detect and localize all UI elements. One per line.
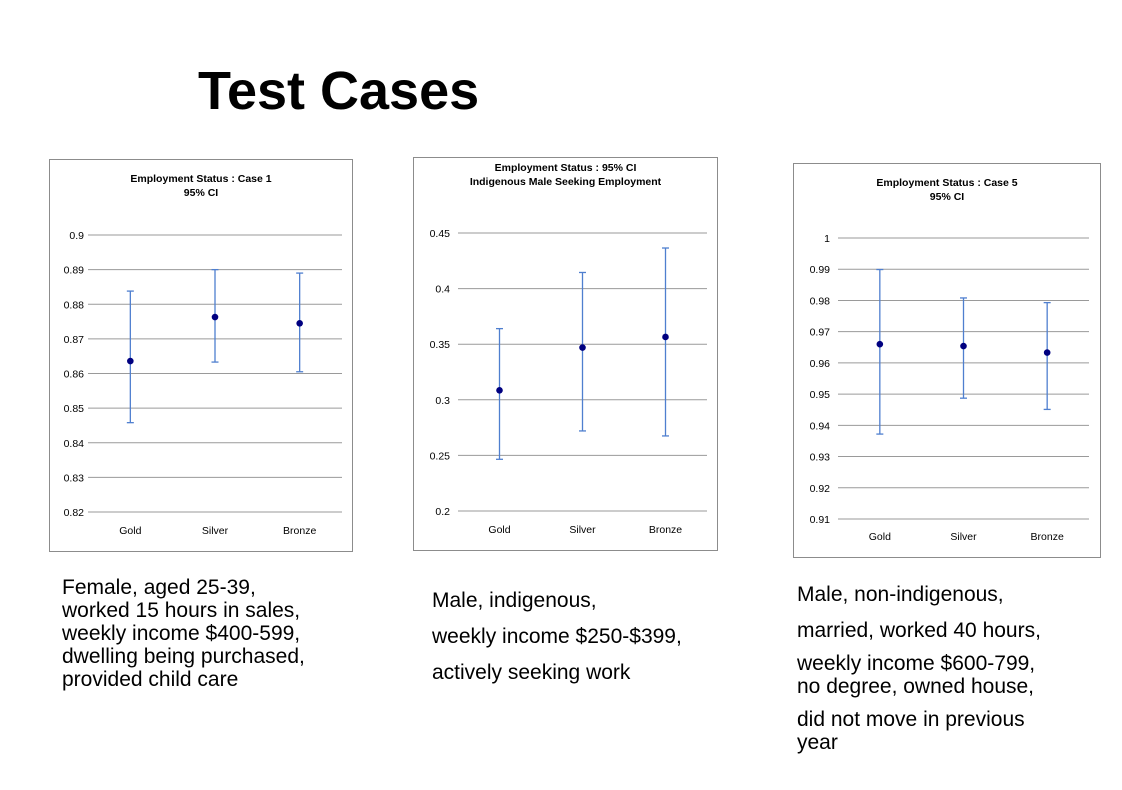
y-tick-label: 0.99 [810, 264, 831, 276]
caption-line: year [797, 731, 838, 754]
y-tick-label: 0.9 [69, 230, 84, 242]
caption-line: married, worked 40 hours, [797, 619, 1041, 642]
y-tick-label: 0.97 [810, 327, 831, 339]
y-tick-label: 0.25 [430, 450, 451, 462]
y-tick-label: 0.92 [810, 483, 831, 495]
caption-line: Female, aged 25-39, [62, 576, 256, 599]
data-point [211, 313, 219, 321]
caption-line: provided child care [62, 668, 239, 691]
chart-title-line: Indigenous Male Seeking Employment [470, 176, 662, 188]
chart-case-5: Employment Status : Case 5 95% CI 0.91 0.92… [793, 163, 1101, 558]
chart-title-line: 95% CI [184, 187, 219, 199]
y-tick-label: 0.95 [810, 389, 831, 401]
caption-line: weekly income $600-799, [797, 652, 1036, 675]
caption-indigenous-male: Male, indigenous, weekly income $250-$39… [432, 583, 682, 691]
data-point [662, 333, 669, 341]
slide-title: Test Cases [198, 61, 480, 121]
x-tick-label: Bronze [1031, 531, 1064, 543]
y-tick-label: 0.87 [64, 334, 85, 346]
caption-line: worked 15 hours in sales, [62, 599, 301, 622]
x-tick-label: Gold [869, 531, 891, 543]
data-point [496, 387, 503, 394]
y-tick-label: 0.4 [435, 284, 450, 296]
caption-line: weekly income $250-$399, [432, 625, 682, 648]
data-point [876, 340, 884, 348]
x-tick-label: Silver [202, 525, 229, 537]
x-tick-label: Silver [569, 524, 596, 536]
caption-line: Male, indigenous, [432, 589, 597, 612]
y-tick-label: 1 [824, 233, 830, 245]
data-point [296, 319, 303, 327]
y-tick-label: 0.96 [810, 358, 831, 370]
y-tick-label: 0.89 [64, 265, 85, 277]
x-tick-label: Gold [119, 525, 141, 537]
x-tick-label: Gold [488, 524, 510, 536]
caption-line: no degree, owned house, [797, 675, 1035, 698]
y-tick-label: 0.45 [430, 228, 451, 240]
x-tick-label: Bronze [283, 525, 316, 537]
x-tick-label: Silver [950, 531, 977, 543]
data-point [579, 344, 586, 351]
caption-line: actively seeking work [432, 661, 631, 684]
caption-case-1: Female, aged 25-39, worked 15 hours in s… [62, 576, 305, 691]
chart-svg: Employment Status : Case 1 95% CI 0.82 0.83… [64, 173, 342, 537]
chart-case-1: Employment Status : Case 1 95% CI 0.82 0.83… [49, 159, 353, 552]
caption-line: weekly income $400-599, [62, 622, 301, 645]
y-tick-label: 0.2 [435, 506, 450, 518]
y-tick-label: 0.91 [810, 514, 831, 526]
chart-title-line: 95% CI [930, 191, 965, 203]
chart-title-line: Employment Status : Case 5 [876, 177, 1017, 189]
data-point [960, 342, 967, 350]
y-tick-label: 0.82 [64, 507, 85, 519]
y-tick-label: 0.85 [64, 403, 85, 415]
y-tick-label: 0.84 [64, 438, 85, 450]
caption-line: Male, non-indigenous, [797, 583, 1004, 606]
data-point [127, 357, 134, 365]
x-tick-label: Bronze [649, 524, 682, 536]
chart-svg: Employment Status : 95% CI Indigenous Mal… [430, 162, 707, 536]
chart-indigenous-male: Employment Status : 95% CI Indigenous Mal… [413, 157, 718, 551]
chart-title-line: Employment Status : Case 1 [130, 173, 271, 185]
chart-svg: Employment Status : Case 5 95% CI 0.91 0.92… [810, 177, 1089, 543]
y-tick-label: 0.94 [810, 420, 831, 432]
y-tick-label: 0.93 [810, 452, 831, 464]
y-tick-label: 0.86 [64, 369, 85, 381]
caption-line: did not move in previous [797, 708, 1025, 731]
y-tick-label: 0.88 [64, 299, 85, 311]
y-tick-label: 0.83 [64, 472, 85, 484]
caption-line: dwelling being purchased, [62, 645, 305, 668]
chart-title-line: Employment Status : 95% CI [495, 162, 637, 174]
y-tick-label: 0.3 [435, 395, 450, 407]
y-tick-label: 0.35 [430, 339, 451, 351]
caption-case-5: Male, non-indigenous, married, worked 40… [797, 583, 1041, 754]
data-point [1043, 349, 1051, 356]
y-tick-label: 0.98 [810, 295, 831, 307]
